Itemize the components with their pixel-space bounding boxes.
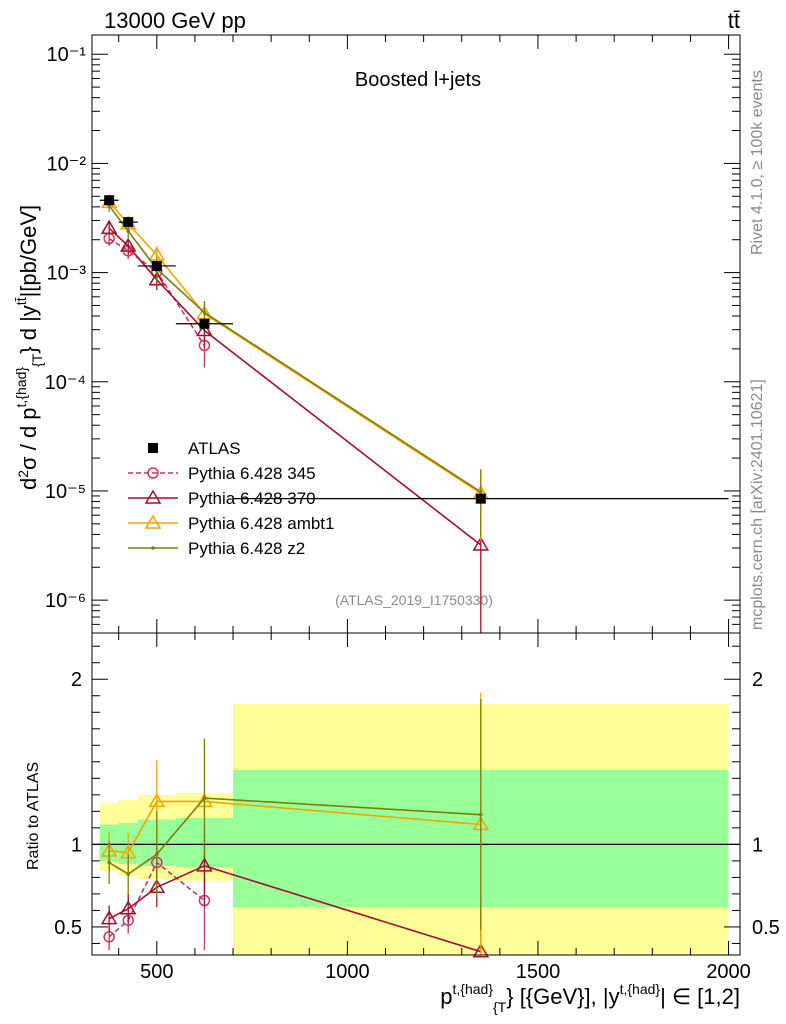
main-series-line: [108, 205, 482, 493]
atlas-point: [199, 318, 210, 329]
main-point: [119, 237, 137, 252]
main-point: [100, 219, 118, 234]
ratio-panel: 0.5 0.5 1 1 2 2 500 1000 1500 2000: [54, 632, 780, 983]
ratio-axis-ticks: 0.5 0.5 1 1 2 2 500 1000 1500 2000: [54, 633, 780, 983]
main-plot-area: [99, 193, 729, 633]
ratio-ytick-label-right: 1: [752, 834, 763, 856]
ratio-point: [100, 910, 118, 925]
ratio-point: [472, 943, 490, 958]
legend-entry: Pythia 6.428 345: [128, 464, 316, 483]
main-point: [196, 321, 213, 337]
legend-entry: Pythia 6.428 370: [128, 489, 316, 508]
atlas-data: [99, 195, 729, 504]
ratio-point: [107, 860, 111, 865]
mcplots-text: mcplots.cern.ch [arXiv:2401.10621]: [749, 379, 766, 630]
ratio-xtick-label: 1500: [516, 961, 561, 983]
main-point: [148, 271, 166, 286]
header-right: tt̄: [728, 8, 740, 33]
ratio-plot-area: [92, 692, 740, 958]
legend-entry: ATLAS: [148, 439, 241, 458]
ratio-series-line: [108, 861, 205, 938]
header-left: 13000 GeV pp: [104, 8, 246, 33]
ratio-point: [148, 792, 166, 808]
atlas-point: [151, 260, 162, 271]
main-point: [472, 536, 490, 551]
ratio-point: [196, 857, 213, 872]
main-ytick-label: 10⁻²: [47, 153, 87, 175]
main-ytick-label: 10⁻⁵: [45, 481, 86, 503]
ratio-ytick-label: 0.5: [54, 917, 82, 939]
atlas-point: [104, 195, 115, 206]
ratio-point: [126, 872, 131, 876]
main-panel: 10⁻⁶10⁻⁵10⁻⁴10⁻³10⁻²10⁻¹ Boosted l+jets …: [45, 34, 741, 634]
atlas-point: [475, 493, 486, 504]
ratio-ytick-label-right: 0.5: [752, 917, 780, 939]
main-ytick-label: 10⁻⁴: [45, 372, 86, 394]
legend-label: ATLAS: [188, 439, 241, 458]
ratio-frame: [91, 632, 741, 956]
legend-label: Pythia 6.428 370: [188, 489, 316, 508]
main-series-line: [108, 201, 482, 495]
atlas-point: [123, 217, 134, 228]
analysis-watermark: (ATLAS_2019_I1750330): [335, 592, 493, 608]
ratio-xtick-label: 2000: [706, 961, 751, 983]
x-axis-label: pt,{had}{T} [{GeV}], |yt,{had}| ∈ [1,2]: [440, 981, 740, 1015]
ratio-point: [119, 900, 137, 915]
legend-marker: [144, 489, 162, 504]
main-point: [126, 229, 131, 233]
main-series-3: [107, 200, 483, 537]
ratio-ytick-label: 1: [71, 834, 82, 856]
plot-title: Boosted l+jets: [355, 69, 481, 91]
ratio-xtick-label: 1000: [325, 961, 370, 983]
legend-marker: [151, 546, 155, 550]
legend-entry: Pythia 6.428 ambt1: [128, 514, 334, 533]
ratio-ytick-label-right: 2: [752, 669, 763, 691]
legend-label: Pythia 6.428 z2: [188, 539, 305, 558]
legend-marker: [148, 443, 158, 453]
ratio-xtick-label: 500: [140, 961, 173, 983]
main-series-1: [100, 219, 490, 633]
main-series-line: [108, 237, 206, 346]
ratio-y-label: Ratio to ATLAS: [25, 762, 42, 870]
ratio-series-3: [107, 699, 483, 931]
ratio-ytick-label: 2: [71, 669, 82, 691]
legend-marker: [147, 467, 159, 479]
main-ytick-label: 10⁻¹: [47, 44, 87, 66]
legend: ATLAS Pythia 6.428 345 Pythia 6.428 370 Pyt…: [128, 439, 334, 558]
legend-label: Pythia 6.428 ambt1: [188, 514, 334, 533]
main-ytick-label: 10⁻³: [47, 263, 87, 285]
rivet-version-text: Rivet 4.1.0, ≥ 100k events: [749, 70, 766, 255]
main-ytick-label: 10⁻⁶: [45, 590, 86, 612]
main-point: [479, 490, 483, 494]
legend-label: Pythia 6.428 345: [188, 464, 316, 483]
main-y-label: d2σ / d pt,{had}{T} d |ytt̄|[pb/GeV]: [13, 205, 45, 490]
main-axis-ticks: 10⁻⁶ 10⁻⁵ 10⁻⁴ 10⁻³ 10⁻² 10⁻¹: [45, 35, 740, 634]
legend-entry: Pythia 6.428 z2: [128, 539, 305, 558]
ratio-point: [479, 812, 483, 817]
ratio-point: [202, 796, 207, 800]
legend-marker: [144, 514, 162, 529]
main-point: [202, 310, 207, 315]
ratio-point: [155, 852, 159, 857]
